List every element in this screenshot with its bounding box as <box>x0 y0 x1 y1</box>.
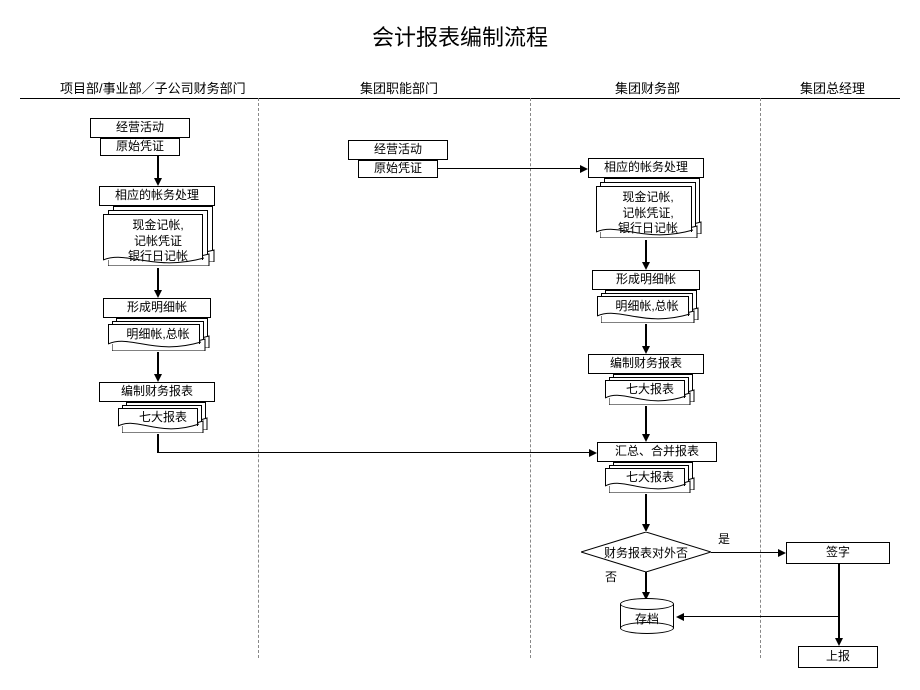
edge-c3-c4 <box>645 406 647 434</box>
doc-a2: 现金记帐, 记帐凭证 银行日记帐 <box>103 206 213 262</box>
node-c1: 相应的帐务处理 <box>588 158 704 178</box>
edge-d1-sign-head <box>778 549 786 557</box>
edge-sign-cyl-head <box>676 613 684 621</box>
edge-d1-cyl-v <box>645 572 647 592</box>
edge-b1-c1-head <box>580 165 588 173</box>
edge-a3-a4 <box>157 352 159 374</box>
edge-c4-d1 <box>645 494 647 524</box>
lane-label-4: 集团总经理 <box>800 78 865 97</box>
edge-c2-c3 <box>645 324 647 346</box>
doc-a1: 原始凭证 <box>100 138 180 156</box>
doc-c1: 现金记帐, 记帐凭证, 银行日记帐 <box>596 178 700 234</box>
doc-c2: 明细帐,总帐 <box>597 290 697 318</box>
edge-b1-c1 <box>438 168 580 169</box>
label-no: 否 <box>605 568 617 585</box>
edge-c1-c2-head <box>642 262 650 270</box>
lane-label-2: 集团职能部门 <box>360 78 438 97</box>
doc-c3: 七大报表 <box>605 374 695 400</box>
node-decision: 财务报表对外否 <box>581 532 711 572</box>
doc-c4-text: 七大报表 <box>605 470 695 486</box>
edge-a1-a2-head <box>154 178 162 186</box>
edge-c2-c3-head <box>642 346 650 354</box>
edge-a3-a4-head <box>154 374 162 382</box>
doc-a3: 明细帐,总帐 <box>108 318 208 346</box>
diagram-title: 会计报表编制流程 <box>0 20 920 52</box>
node-a3: 形成明细帐 <box>103 298 211 318</box>
doc-a2-text: 现金记帐, 记帐凭证 银行日记帐 <box>103 218 213 265</box>
node-decision-text: 财务报表对外否 <box>581 532 711 572</box>
edge-a1-a2 <box>157 156 159 178</box>
edge-a4-c4-v <box>157 434 159 452</box>
header-divider <box>20 98 900 99</box>
node-archive-text: 存档 <box>620 610 674 627</box>
node-a4: 编制财务报表 <box>99 382 215 402</box>
doc-c3-text: 七大报表 <box>605 382 695 398</box>
lane-divider-3 <box>760 98 761 658</box>
doc-a4-text: 七大报表 <box>118 410 208 426</box>
node-a2: 相应的帐务处理 <box>99 186 215 206</box>
doc-a4: 七大报表 <box>118 402 208 428</box>
node-b1: 经营活动 <box>348 140 448 160</box>
node-report: 上报 <box>798 646 878 668</box>
node-c4: 汇总、合并报表 <box>597 442 717 462</box>
edge-a2-a3 <box>157 268 159 290</box>
edge-c1-c2 <box>645 240 647 262</box>
node-sign: 签字 <box>786 542 890 564</box>
edge-a4-c4-h <box>157 452 589 453</box>
edge-sign-report-head <box>835 638 843 646</box>
doc-c2-text: 明细帐,总帐 <box>597 299 697 315</box>
node-archive: 存档 <box>620 598 674 634</box>
doc-b1: 原始凭证 <box>358 160 438 178</box>
edge-a4-c4-head <box>589 449 597 457</box>
edge-sign-cyl-v <box>838 564 840 616</box>
doc-c4: 七大报表 <box>605 462 695 488</box>
label-yes: 是 <box>718 530 730 547</box>
edge-a2-a3-head <box>154 290 162 298</box>
lane-label-3: 集团财务部 <box>615 78 680 97</box>
edge-c4-d1-head <box>642 524 650 532</box>
edge-d1-sign <box>711 552 778 553</box>
edge-c3-c4-head <box>642 434 650 442</box>
edge-sign-report <box>838 616 840 638</box>
doc-a3-text: 明细帐,总帐 <box>108 327 208 343</box>
node-a1: 经营活动 <box>90 118 190 138</box>
lane-divider-2 <box>530 98 531 658</box>
edge-sign-cyl-h <box>684 616 840 617</box>
doc-c1-text: 现金记帐, 记帐凭证, 银行日记帐 <box>596 190 700 237</box>
lane-label-1: 项目部/事业部／子公司财务部门 <box>60 78 246 97</box>
lane-divider-1 <box>258 98 259 658</box>
node-c3: 编制财务报表 <box>588 354 704 374</box>
node-c2: 形成明细帐 <box>592 270 700 290</box>
